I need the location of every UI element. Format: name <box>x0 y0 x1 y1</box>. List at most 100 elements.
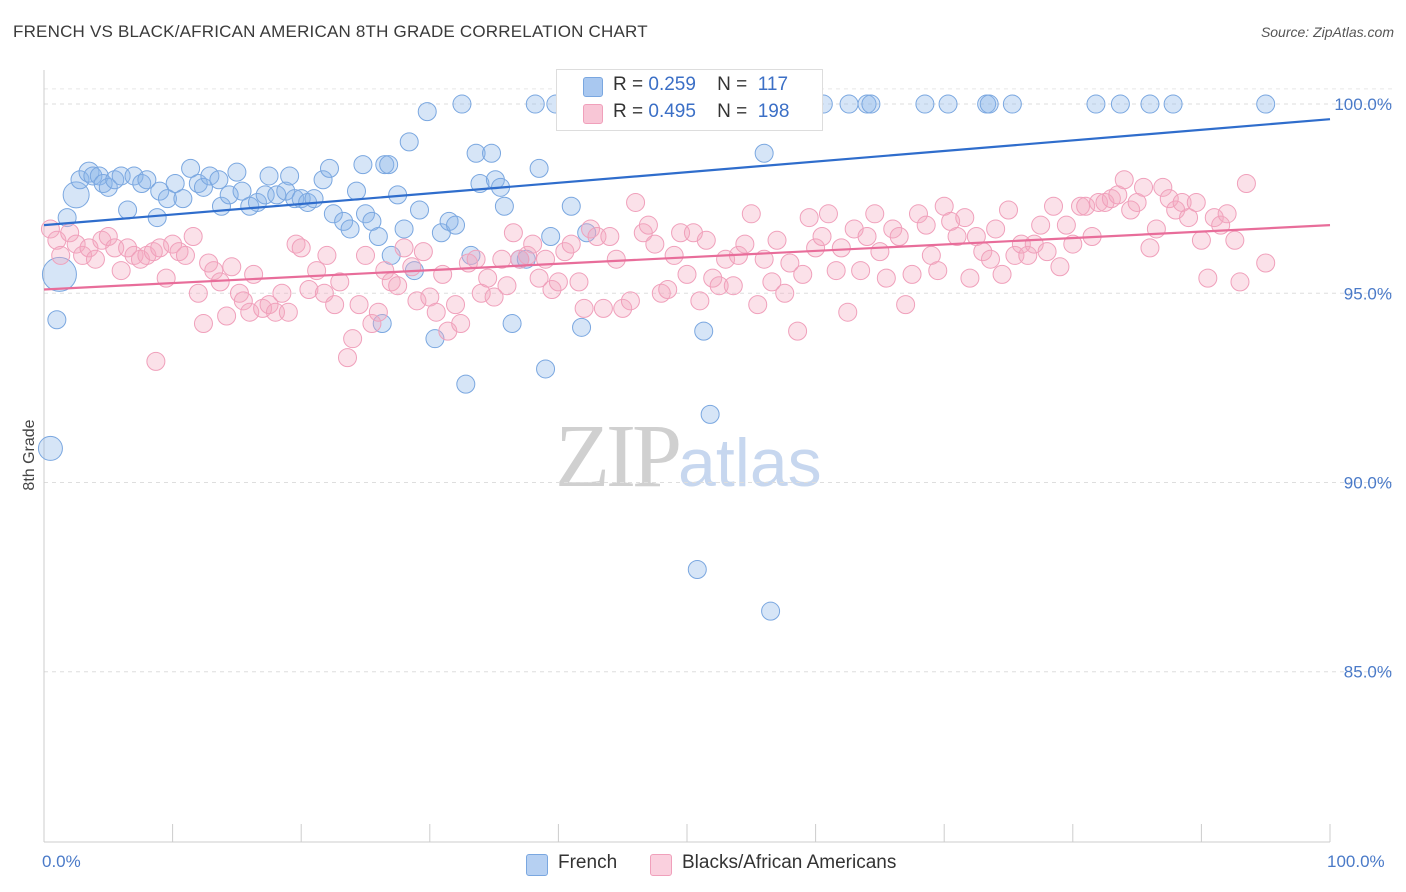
black-point <box>529 268 549 288</box>
black-point <box>1056 215 1076 235</box>
black-point <box>143 242 163 262</box>
black-point <box>51 245 71 265</box>
black-point <box>651 283 671 303</box>
black-point <box>204 261 224 281</box>
black-point <box>233 291 253 311</box>
black-point <box>484 287 504 307</box>
french-point <box>259 166 279 186</box>
black-point <box>299 279 319 299</box>
y-tick-label: 85.0% <box>1344 663 1392 682</box>
legend-label-black: Blacks/African Americans <box>682 852 897 873</box>
n-value-french: 117 <box>757 74 789 95</box>
french-point <box>356 204 375 224</box>
black-point <box>1050 257 1070 277</box>
french-point <box>188 174 208 194</box>
french-point <box>232 181 252 201</box>
french-point <box>37 435 63 461</box>
black-point <box>593 298 613 318</box>
french-point <box>502 314 522 334</box>
black-point <box>1179 208 1199 228</box>
black-point <box>548 272 568 292</box>
black-point <box>569 272 589 292</box>
black-point <box>960 268 980 288</box>
black-point <box>696 230 716 250</box>
black-point <box>222 257 242 277</box>
french-point <box>280 166 300 186</box>
black-point <box>581 219 601 239</box>
black-point <box>217 306 237 326</box>
black-point <box>1191 230 1211 250</box>
french-point <box>340 219 360 239</box>
black-point <box>664 245 684 265</box>
french-point <box>346 181 366 201</box>
black-point <box>561 234 581 254</box>
black-point <box>857 227 877 247</box>
r-value-french: 0.259 <box>648 74 696 95</box>
french-point <box>536 359 556 379</box>
black-point <box>253 298 273 318</box>
french-point <box>132 174 152 194</box>
black-point <box>426 302 446 322</box>
french-point <box>157 189 177 209</box>
black-point <box>947 227 967 247</box>
french-point <box>861 94 881 114</box>
french-point <box>70 170 90 190</box>
black-point <box>703 268 723 288</box>
black-point <box>193 314 213 334</box>
black-point <box>1101 189 1121 209</box>
black-point <box>838 302 858 322</box>
black-point <box>709 276 729 296</box>
french-point <box>105 170 125 190</box>
french-point <box>124 166 144 186</box>
french-point <box>466 143 486 163</box>
black-point <box>244 264 264 284</box>
french-point <box>439 211 459 231</box>
french-point <box>83 166 103 186</box>
french-point <box>541 227 561 247</box>
black-point <box>337 348 357 368</box>
french-point <box>118 200 138 220</box>
black-point <box>908 204 928 224</box>
french-point <box>938 94 958 114</box>
black-point <box>690 291 710 311</box>
black-point <box>1037 242 1057 262</box>
french-point <box>193 177 213 197</box>
black-point <box>85 249 105 269</box>
black-point <box>433 264 453 284</box>
black-point <box>818 204 838 224</box>
black-point <box>916 215 936 235</box>
black-point <box>999 200 1018 220</box>
black-point <box>992 264 1012 284</box>
french-point <box>979 94 999 114</box>
black-point <box>889 227 909 247</box>
stats-legend: R = 0.259 N = 117 R = 0.495 N = 198 <box>556 69 823 131</box>
black-point <box>343 329 363 349</box>
black-point <box>413 242 433 262</box>
black-point <box>278 302 298 322</box>
black-point <box>606 249 626 269</box>
black-point <box>1031 215 1051 235</box>
french-point <box>372 314 392 334</box>
french-legend-swatch <box>526 854 548 876</box>
black-point <box>1159 189 1179 209</box>
french-point <box>181 158 201 178</box>
black-point <box>870 242 890 262</box>
french-point <box>147 208 167 228</box>
french-point <box>353 155 373 175</box>
french-point <box>1086 94 1106 114</box>
french-point <box>173 189 193 209</box>
black-point <box>272 283 292 303</box>
black-point <box>497 276 517 296</box>
french-point <box>394 219 414 239</box>
black-point <box>1186 192 1206 212</box>
french-point <box>219 185 239 205</box>
black-point <box>169 242 189 262</box>
r-value-black: 0.495 <box>648 101 696 122</box>
french-point <box>452 94 472 114</box>
y-tick-label: 100.0% <box>1334 95 1392 114</box>
french-point <box>456 374 476 394</box>
black-point <box>451 314 471 334</box>
black-point <box>188 283 208 303</box>
french-point <box>93 174 113 194</box>
